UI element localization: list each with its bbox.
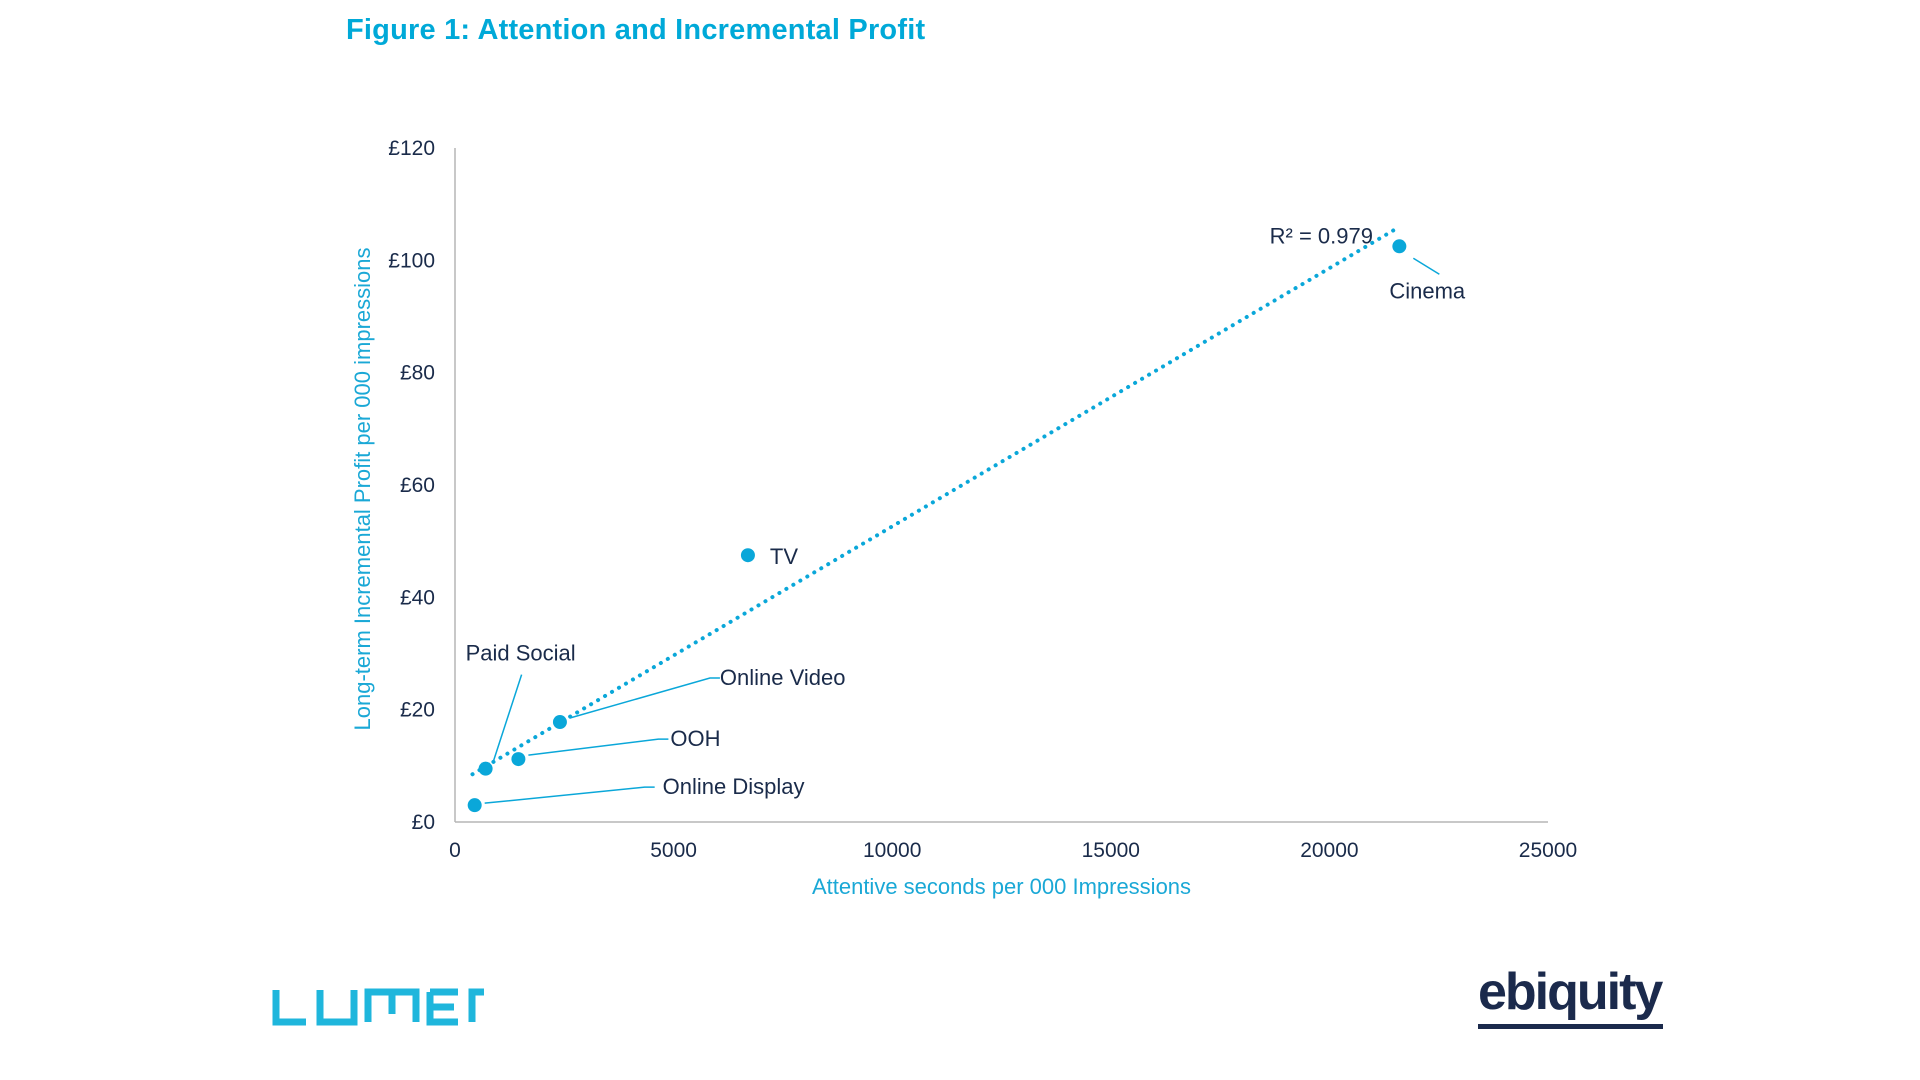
leader-line (1412, 257, 1440, 275)
x-tick-label: 0 (449, 839, 461, 862)
data-point (740, 548, 755, 563)
leader-line (484, 786, 655, 804)
x-axis-title: Attentive seconds per 000 Impressions (812, 874, 1191, 899)
data-point-label: OOH (670, 726, 720, 751)
data-point-label: Cinema (1389, 278, 1466, 303)
data-point-label: Online Video (720, 665, 846, 690)
data-point (478, 761, 493, 776)
ebiquity-logo-underline (1478, 1024, 1663, 1029)
x-tick-label: 10000 (863, 839, 921, 862)
y-axis-title: Long-term Incremental Profit per 000 imp… (350, 248, 375, 731)
data-point (1392, 239, 1407, 254)
leader-line (569, 677, 720, 719)
ebiquity-logo: ebiquity (1478, 962, 1668, 1029)
data-point-label: Online Display (663, 774, 805, 799)
y-tick-label: £60 (400, 474, 435, 497)
figure-title: Figure 1: Attention and Incremental Prof… (346, 14, 926, 46)
x-tick-label: 15000 (1082, 839, 1140, 862)
r-squared-label: R² = 0.979 (1270, 223, 1373, 248)
x-tick-label: 20000 (1300, 839, 1358, 862)
data-point (511, 752, 526, 767)
trendline (470, 227, 1397, 777)
y-tick-label: £120 (388, 137, 435, 160)
data-point (552, 715, 567, 730)
y-tick-label: £20 (400, 699, 435, 722)
lumen-logo (272, 988, 484, 1026)
y-tick-label: £100 (388, 249, 435, 272)
data-point-label: TV (770, 544, 798, 569)
ebiquity-logo-text: ebiquity (1478, 963, 1663, 1021)
data-point (467, 798, 482, 813)
leader-line (492, 674, 523, 761)
x-tick-label: 25000 (1519, 839, 1577, 862)
leader-line (528, 738, 669, 756)
y-tick-label: £80 (400, 362, 435, 385)
y-tick-label: £40 (400, 586, 435, 609)
y-tick-label: £0 (412, 811, 435, 834)
x-tick-label: 5000 (650, 839, 697, 862)
data-point-label: Paid Social (466, 641, 576, 666)
